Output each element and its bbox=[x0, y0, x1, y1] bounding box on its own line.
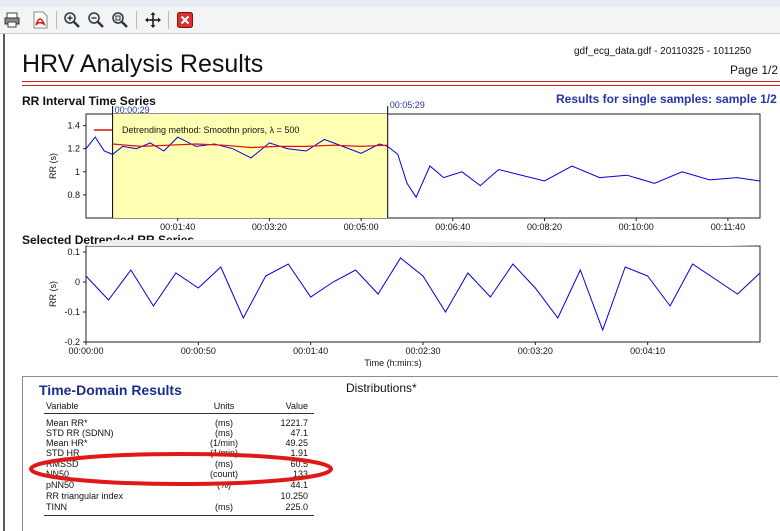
page-edge bbox=[3, 34, 5, 531]
report-filename: gdf_ecg_data.gdf - 20110325 - 1011250 bbox=[574, 46, 752, 57]
row-variable: STD HR bbox=[46, 448, 80, 458]
column-header-value: Value bbox=[285, 401, 308, 411]
toolbar-separator bbox=[56, 11, 57, 29]
legend-label: Detrending method: Smoothn priors, λ = 5… bbox=[122, 125, 299, 135]
x-tick-label: 00:03:20 bbox=[252, 222, 287, 232]
detrended-series-line bbox=[85, 257, 761, 332]
row-units: (ms) bbox=[215, 459, 233, 469]
row-units: (ms) bbox=[215, 502, 233, 512]
selection-zoom-funnel bbox=[86, 240, 760, 246]
row-value: 60.5 bbox=[290, 459, 308, 469]
table-row: Mean HR* (1/min) 49.25 bbox=[44, 438, 314, 448]
table-row: RR triangular index 10.250 bbox=[44, 491, 314, 501]
row-value: 1.91 bbox=[290, 448, 308, 458]
x-tick-label: 00:04:10 bbox=[630, 346, 665, 356]
rr-series-title: RR Interval Time Series bbox=[22, 94, 156, 108]
column-header-variable: Variable bbox=[46, 401, 79, 411]
selection-highlight bbox=[112, 114, 388, 218]
pdf-icon[interactable] bbox=[30, 10, 50, 30]
x-tick-label: 00:00:50 bbox=[181, 346, 216, 356]
sample-header: Results for single samples: sample 1/2 bbox=[556, 92, 777, 106]
x-tick-label: 00:02:30 bbox=[405, 346, 440, 356]
x-tick-label: 00:01:40 bbox=[160, 222, 195, 232]
table-bottom-rule bbox=[44, 515, 314, 516]
table-row: STD RR (SDNN) (ms) 47.1 bbox=[44, 428, 314, 438]
row-variable: NN50 bbox=[46, 469, 70, 479]
table-row: Mean RR* (ms) 1221.7 bbox=[44, 418, 314, 428]
row-variable: Mean RR* bbox=[46, 418, 88, 428]
column-header-units: Units bbox=[213, 401, 235, 411]
row-value: 44.1 bbox=[290, 480, 308, 490]
row-value: 49.25 bbox=[285, 438, 308, 448]
y-tick-label: 1 bbox=[75, 167, 80, 177]
y-axis-label: RR (s) bbox=[48, 281, 58, 307]
zoom-out-icon[interactable] bbox=[86, 10, 106, 30]
table-row: RMSSD (ms) 60.5 bbox=[44, 459, 314, 469]
x-tick-label: 00:00:00 bbox=[68, 346, 103, 356]
header-rule bbox=[22, 81, 780, 82]
detrended-plot-frame bbox=[85, 245, 761, 343]
y-tick-label: 1.2 bbox=[67, 144, 80, 154]
row-variable: RR triangular index bbox=[46, 491, 124, 501]
row-units: (ms) bbox=[215, 428, 233, 438]
report-title: HRV Analysis Results bbox=[22, 50, 264, 78]
zoom-reset-icon[interactable] bbox=[110, 10, 130, 30]
y-axis-label: RR (s) bbox=[48, 153, 58, 179]
x-tick-label: 00:08:20 bbox=[527, 222, 562, 232]
trend-line bbox=[112, 143, 388, 149]
toolbar bbox=[0, 7, 780, 34]
row-units: (ms) bbox=[215, 418, 233, 428]
x-tick-label: 00:03:20 bbox=[518, 346, 553, 356]
page-number: Page 1/2 bbox=[730, 63, 779, 77]
distributions-title: Distributions* bbox=[346, 381, 417, 395]
toolbar-separator bbox=[168, 11, 169, 29]
row-variable: Mean HR* bbox=[46, 438, 88, 448]
row-units: (1/min) bbox=[209, 438, 238, 448]
row-variable: RMSSD bbox=[46, 459, 79, 469]
y-tick-label: 0.8 bbox=[67, 190, 80, 200]
print-icon[interactable] bbox=[2, 10, 22, 30]
header-rule bbox=[22, 85, 780, 86]
y-tick-label: -0.1 bbox=[64, 307, 80, 317]
table-header: Variable Units Value bbox=[44, 401, 314, 414]
row-value: 1221.7 bbox=[280, 418, 308, 428]
y-tick-label: 0.1 bbox=[67, 247, 80, 257]
x-tick-label: 00:06:40 bbox=[435, 222, 470, 232]
y-tick-label: 1.4 bbox=[67, 121, 80, 131]
row-variable: STD RR (SDNN) bbox=[46, 428, 114, 438]
x-tick-label: 00:05:00 bbox=[344, 222, 379, 232]
row-value: 47.1 bbox=[290, 428, 308, 438]
y-tick-label: -0.2 bbox=[64, 337, 80, 347]
close-icon[interactable] bbox=[175, 10, 195, 30]
row-value: 133 bbox=[292, 469, 308, 479]
selection-start-label: 00:00:29 bbox=[115, 105, 150, 115]
rmssd-highlight-ellipse bbox=[29, 452, 333, 486]
selection-end-label: 00:05:29 bbox=[390, 100, 425, 110]
row-variable: TINN bbox=[46, 502, 67, 512]
x-tick-label: 00:01:40 bbox=[293, 346, 328, 356]
row-value: 225.0 bbox=[285, 502, 308, 512]
y-tick-label: 0 bbox=[75, 277, 80, 287]
table-row: TINN (ms) 225.0 bbox=[44, 502, 314, 512]
x-tick-label: 00:11:40 bbox=[711, 222, 745, 232]
x-tick-label: 00:10:00 bbox=[619, 222, 654, 232]
row-variable: pNN50 bbox=[46, 480, 75, 490]
table-row: NN50 (count) 133 bbox=[44, 469, 314, 479]
zoom-in-icon[interactable] bbox=[62, 10, 82, 30]
time-domain-title: Time-Domain Results bbox=[39, 382, 182, 398]
row-units: (count) bbox=[209, 469, 238, 479]
row-value: 10.250 bbox=[280, 491, 308, 501]
toolbar-separator bbox=[136, 11, 137, 29]
x-axis-label: Time (h:min:s) bbox=[364, 358, 421, 368]
pan-icon[interactable] bbox=[143, 10, 163, 30]
